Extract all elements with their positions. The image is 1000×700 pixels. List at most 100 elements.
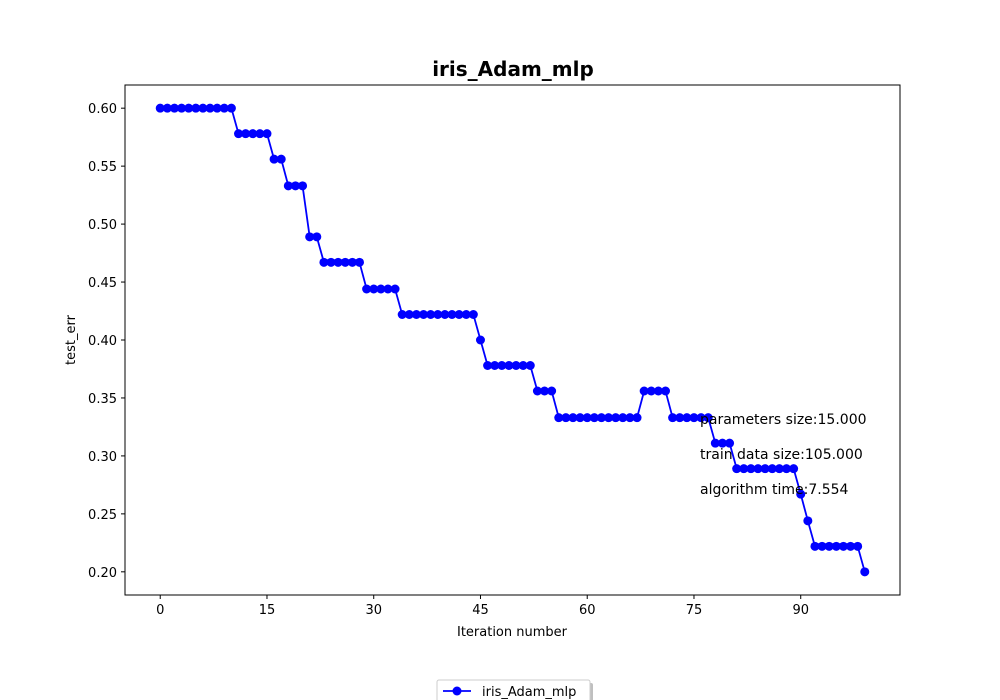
- data-point: [639, 386, 649, 396]
- y-axis-label: test_err: [64, 314, 79, 365]
- data-point: [497, 361, 507, 370]
- data-point: [333, 257, 343, 267]
- data-point: [760, 464, 770, 474]
- data-point: [241, 129, 251, 139]
- data-point: [262, 129, 272, 139]
- data-point: [661, 386, 671, 396]
- data-point: [781, 464, 791, 474]
- data-point: [354, 257, 364, 267]
- data-point: [411, 310, 421, 319]
- annotation-train-data-size: train data size:105.000: [700, 447, 863, 463]
- data-point: [846, 541, 856, 551]
- data-point: [340, 257, 350, 267]
- data-point: [347, 257, 357, 267]
- y-tick-label: 0.25: [88, 508, 117, 523]
- data-point: [717, 438, 727, 448]
- data-point: [454, 310, 464, 319]
- data-point: [525, 361, 535, 370]
- chart-title: iris_Adam_mlp: [432, 57, 594, 81]
- data-point: [596, 413, 606, 423]
- data-point: [540, 386, 550, 396]
- data-point: [305, 232, 315, 242]
- data-point: [490, 361, 500, 370]
- y-tick-label: 0.45: [88, 276, 117, 291]
- legend: iris_Adam_mlp: [436, 679, 593, 700]
- x-tick-label: 45: [472, 603, 489, 618]
- data-point: [532, 386, 542, 396]
- x-tick-label: 15: [259, 603, 276, 618]
- y-tick-label: 0.55: [88, 160, 117, 175]
- data-point: [682, 413, 692, 423]
- data-point: [725, 438, 735, 448]
- plot-frame: [124, 84, 901, 596]
- data-point: [369, 284, 379, 294]
- data-point: [426, 310, 436, 319]
- data-point: [753, 464, 763, 474]
- axis-ticks: 0 15 30 45 60 75 90 0.20 0.25 0.30 0.35 0.40 0.45 0.5…: [88, 102, 809, 618]
- data-point: [433, 310, 443, 319]
- data-point: [475, 335, 485, 345]
- data-point: [397, 310, 407, 319]
- legend-marker-swatch: [452, 686, 462, 696]
- data-point: [789, 464, 799, 474]
- data-point: [582, 413, 592, 423]
- data-point: [668, 413, 678, 423]
- data-point: [604, 413, 614, 423]
- y-tick-label: 0.20: [88, 566, 117, 581]
- data-point: [625, 413, 635, 423]
- data-point: [646, 386, 656, 396]
- data-point: [838, 541, 848, 551]
- data-point: [568, 413, 578, 423]
- data-point: [831, 541, 841, 551]
- data-point: [589, 413, 599, 423]
- data-point: [689, 413, 699, 423]
- data-point: [319, 257, 329, 267]
- data-point: [810, 541, 820, 551]
- data-point: [447, 310, 457, 319]
- data-point: [767, 464, 777, 474]
- data-point: [739, 464, 749, 474]
- x-axis-label: Iteration number: [457, 625, 568, 640]
- data-point: [511, 361, 521, 370]
- series-iris-adam-mlp: [155, 103, 870, 577]
- data-point: [611, 413, 621, 423]
- data-point: [226, 103, 236, 113]
- y-tick-label: 0.35: [88, 392, 117, 407]
- data-point: [248, 129, 258, 139]
- y-tick-label: 0.40: [88, 334, 117, 349]
- data-point: [468, 310, 478, 319]
- data-point: [575, 413, 585, 423]
- data-point: [219, 103, 229, 113]
- data-point: [518, 361, 528, 370]
- data-point: [632, 413, 642, 423]
- data-point: [290, 181, 300, 191]
- legend-box: [436, 679, 591, 700]
- data-point: [404, 310, 414, 319]
- data-point: [483, 361, 493, 370]
- data-point: [198, 103, 208, 113]
- data-point: [696, 413, 706, 423]
- data-point: [326, 257, 336, 267]
- data-point: [298, 181, 308, 191]
- data-point: [255, 129, 265, 139]
- annotation-parameters-size: parameters size:15.000: [700, 412, 867, 428]
- y-tick-label: 0.50: [88, 218, 117, 233]
- data-point: [504, 361, 514, 370]
- data-point: [184, 103, 194, 113]
- data-point: [774, 464, 784, 474]
- data-point: [860, 567, 870, 577]
- data-point: [653, 386, 663, 396]
- data-point: [169, 103, 179, 113]
- data-point: [376, 284, 386, 294]
- data-point: [824, 541, 834, 551]
- data-point: [732, 464, 742, 474]
- legend-label: iris_Adam_mlp: [482, 685, 576, 700]
- data-point: [162, 103, 172, 113]
- data-point: [212, 103, 222, 113]
- annotations: parameters size:15.000 train data size:1…: [700, 412, 867, 498]
- data-point: [269, 154, 279, 164]
- data-point: [419, 310, 429, 319]
- data-point: [276, 154, 286, 164]
- data-point: [817, 541, 827, 551]
